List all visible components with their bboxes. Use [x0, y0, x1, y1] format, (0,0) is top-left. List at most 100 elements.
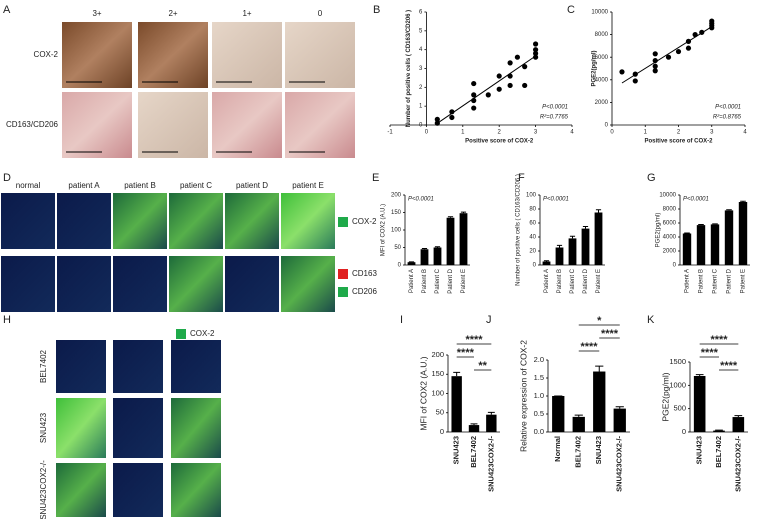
legend-label: CD206	[352, 287, 377, 296]
legend-label: COX-2	[352, 217, 377, 226]
y-tick-label: 200	[431, 350, 444, 359]
annotation: R²=0.8765	[713, 115, 742, 121]
point	[632, 71, 638, 77]
error-bar	[734, 415, 743, 418]
row-label: BEL7402	[39, 349, 48, 382]
y-tick-label: 0.0	[534, 427, 544, 436]
x-tick-label: 1	[644, 130, 648, 136]
bar	[738, 202, 748, 265]
x-tick-label: Patient A	[544, 269, 550, 293]
error-bar	[698, 224, 704, 226]
column-label: 2+	[168, 9, 177, 18]
significance-label: ****	[465, 334, 483, 346]
annotation: P<0.0001	[543, 197, 569, 203]
point	[533, 47, 539, 53]
error-bar	[740, 200, 746, 202]
micrograph	[1, 193, 55, 249]
panel-label: G	[647, 172, 656, 184]
point	[685, 38, 692, 44]
point	[507, 73, 513, 79]
error-bar	[684, 232, 690, 234]
y-tick-label: 0	[419, 123, 423, 129]
column-label: patient B	[124, 181, 156, 190]
y-axis-label: Relative expression of COX-2	[518, 340, 528, 452]
x-tick-label: Patient A	[685, 269, 691, 293]
y-tick-label: 100	[391, 228, 402, 234]
micrograph	[285, 22, 355, 88]
significance-label: ****	[701, 347, 719, 359]
bar	[593, 371, 606, 432]
y-tick-label: 500	[673, 404, 686, 413]
bar	[433, 247, 442, 265]
y-tick-label: 4000	[663, 235, 677, 241]
point	[692, 31, 698, 38]
legend-label: CD163	[352, 269, 377, 278]
y-tick-label: 6000	[663, 221, 677, 227]
bar	[446, 217, 455, 265]
point	[675, 48, 682, 55]
error-bar	[574, 414, 583, 417]
x-tick-label: Patient E	[596, 269, 602, 293]
micrograph	[169, 256, 223, 312]
panel-label: F	[518, 172, 525, 184]
point	[522, 82, 528, 89]
y-tick-label: 150	[391, 210, 402, 216]
y-tick-label: 1.0	[534, 391, 544, 400]
y-tick-label: 200	[391, 193, 402, 199]
x-tick-label: 0	[610, 130, 614, 136]
y-tick-label: 3	[419, 66, 423, 72]
column-label: normal	[16, 181, 41, 190]
y-tick-label: 4000	[595, 77, 609, 83]
x-tick-label: Patient D	[727, 268, 733, 293]
bar	[568, 238, 577, 265]
micrograph	[56, 398, 106, 458]
row-label: CD163/CD206	[6, 120, 59, 129]
y-tick-label: 8000	[595, 32, 609, 38]
point	[652, 68, 658, 74]
x-tick-label: Patient D	[583, 268, 589, 293]
y-tick-label: 2000	[663, 249, 677, 255]
micrograph	[212, 22, 282, 88]
point	[471, 105, 477, 111]
point	[485, 92, 491, 98]
annotation: P<0.0001	[542, 105, 568, 111]
y-tick-label: 0	[673, 263, 677, 269]
x-tick-label: 3	[534, 130, 538, 136]
significance-label: ****	[601, 328, 619, 340]
micrograph	[138, 92, 208, 158]
y-tick-label: 0	[682, 427, 686, 436]
point	[471, 97, 477, 104]
y-tick-label: 5	[419, 28, 423, 34]
annotation: R²=0.7765	[540, 115, 569, 121]
column-label: patient D	[236, 181, 268, 190]
point	[449, 109, 455, 115]
point	[434, 116, 440, 122]
y-tick-label: 20	[529, 249, 536, 255]
bar	[724, 210, 734, 265]
panel-label: B	[373, 4, 380, 16]
micrograph	[225, 256, 279, 312]
bar	[710, 224, 720, 265]
column-label: patient A	[68, 181, 100, 190]
y-tick-label: 2.0	[534, 355, 544, 364]
significance-label: **	[478, 360, 487, 372]
x-tick-label: Patient E	[461, 269, 467, 293]
x-tick-label: BEL7402	[574, 436, 583, 468]
y-tick-label: 6000	[595, 55, 609, 61]
error-bar	[453, 371, 461, 377]
row-label: SNU423COX2-/-	[39, 460, 48, 519]
error-bar	[595, 209, 602, 213]
y-tick-label: 0	[398, 263, 402, 269]
bar	[572, 416, 585, 432]
bar	[613, 408, 626, 432]
y-tick-label: 10000	[659, 193, 676, 199]
panel-label: I	[400, 314, 403, 326]
panel-label: K	[647, 314, 655, 326]
point	[533, 54, 539, 60]
panel-label: H	[3, 314, 11, 326]
x-tick-label: Patient C	[435, 268, 441, 293]
y-tick-label: 2000	[595, 100, 609, 106]
error-bar	[460, 211, 467, 214]
significance-label: ****	[580, 341, 598, 353]
